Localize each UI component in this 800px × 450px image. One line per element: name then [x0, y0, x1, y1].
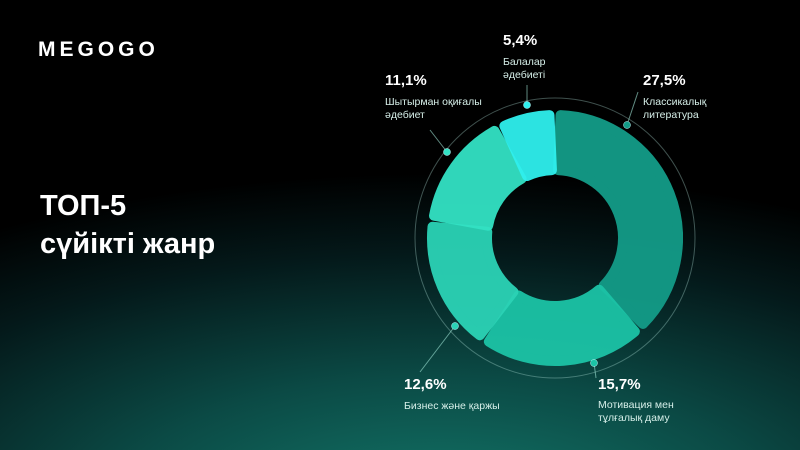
donut-segment [499, 110, 557, 182]
label-dot [623, 121, 631, 129]
donut-segment [483, 284, 640, 366]
leader-line [429, 129, 448, 153]
leader-line [419, 325, 456, 373]
label-dot [451, 322, 459, 330]
label-dot [443, 148, 451, 156]
category-label: Шытырман оқиғалы әдебиет [385, 96, 482, 121]
donut-segment [553, 110, 683, 329]
category-label: Бизнес және қаржы [404, 400, 500, 412]
brand-logo: MEGOGO [38, 38, 159, 61]
label-dot [523, 101, 531, 109]
value-label: 27,5% [643, 72, 686, 89]
value-label: 12,6% [404, 376, 447, 393]
value-label: 15,7% [598, 376, 641, 393]
chart-title: ТОП-5 [40, 190, 127, 222]
label-dot [590, 359, 598, 367]
value-label: 11,1% [385, 72, 427, 89]
leader-line [626, 91, 639, 126]
value-label: 5,4% [503, 32, 538, 49]
donut-segment [429, 125, 527, 231]
outer-ring [414, 97, 696, 379]
category-label: Мотивация мен тұлғалық даму [598, 399, 674, 424]
category-label: Балалар әдебиеті [503, 56, 546, 81]
category-label: Классикалық литература [643, 96, 707, 121]
chart-subtitle: сүйікті жанр [40, 228, 216, 260]
donut-segment [427, 221, 519, 341]
